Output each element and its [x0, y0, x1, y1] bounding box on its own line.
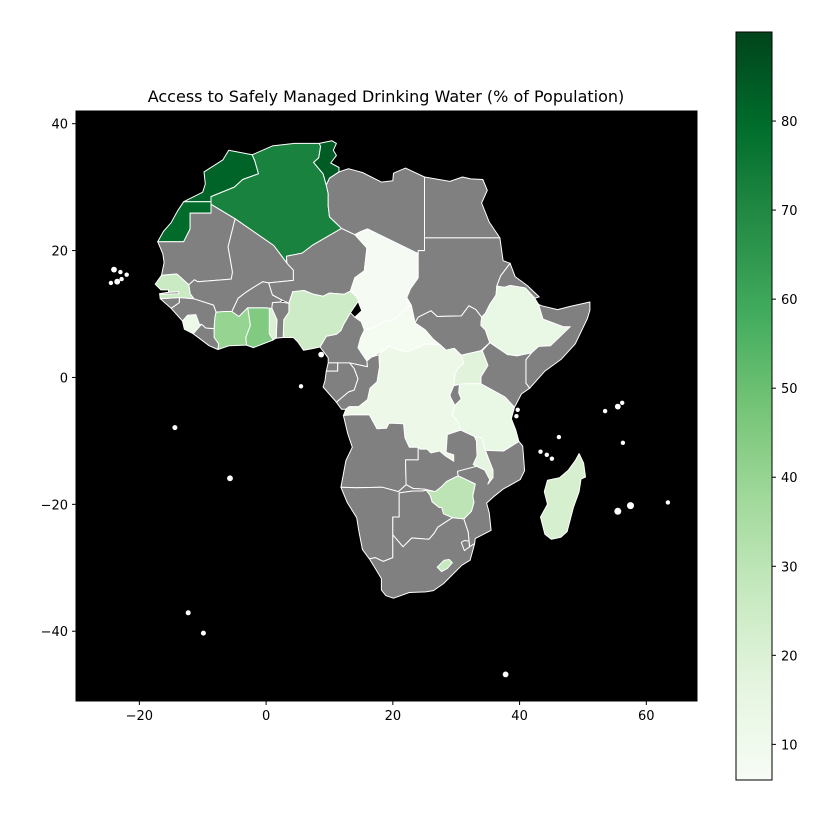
colorbar-axis: 10 20 30 40 50 60 70 80 — [772, 115, 798, 753]
map-title: Access to Safely Managed Drinking Water … — [148, 87, 625, 106]
island-25 — [515, 407, 520, 412]
island-24 — [514, 414, 519, 419]
island-10 — [185, 610, 191, 616]
island-4 — [114, 278, 121, 285]
y-tick-label: 20 — [51, 245, 68, 260]
region-madagascar — [540, 453, 586, 540]
colorbar-tick-label: 20 — [781, 649, 798, 664]
region-senegal — [154, 273, 195, 300]
islands-layer — [108, 266, 671, 678]
island-12 — [502, 671, 509, 678]
island-15 — [549, 456, 555, 461]
region-gambia — [159, 291, 180, 295]
x-tick-label: 60 — [638, 709, 655, 724]
island-9 — [227, 475, 233, 482]
island-23 — [614, 507, 622, 515]
island-2 — [118, 269, 123, 275]
island-20 — [620, 440, 626, 445]
colorbar-tick-label: 70 — [781, 204, 798, 219]
colorbar-tick-label: 10 — [781, 738, 798, 753]
x-tick-label: −20 — [126, 709, 153, 724]
island-11 — [200, 630, 206, 636]
region-cote-divoire — [213, 307, 251, 350]
island-6 — [119, 276, 124, 282]
x-tick-label: 0 — [262, 709, 270, 724]
island-5 — [108, 280, 114, 286]
colorbar-tick-label: 60 — [781, 293, 798, 308]
y-tick-label: 40 — [51, 118, 68, 133]
island-17 — [602, 408, 608, 414]
island-13 — [538, 449, 543, 454]
y-axis: −40 −20 0 20 40 — [41, 118, 76, 640]
region-somalia — [525, 301, 591, 389]
island-1 — [111, 266, 117, 273]
region-eswatini — [460, 540, 470, 552]
colorbar-tick-label: 30 — [781, 560, 798, 575]
region-rwanda-burundi — [449, 383, 462, 406]
colorbar-tick-label: 50 — [781, 382, 798, 397]
island-3 — [124, 272, 129, 277]
island-7 — [298, 384, 304, 389]
island-22 — [665, 500, 671, 505]
colorbar — [735, 31, 773, 781]
y-tick-label: −40 — [41, 625, 68, 640]
island-19 — [620, 400, 625, 405]
region-south-africa — [368, 517, 476, 599]
colorbar-tick-label: 80 — [781, 115, 798, 130]
region-nigeria — [282, 290, 360, 351]
island-8 — [172, 425, 178, 431]
region-congo — [335, 354, 380, 410]
island-16 — [556, 434, 562, 440]
island-18 — [614, 403, 621, 410]
x-tick-label: 40 — [511, 709, 528, 724]
map-axes-frame — [75, 110, 698, 702]
region-equatorial-guinea — [325, 362, 339, 372]
y-tick-label: 0 — [60, 371, 68, 386]
region-lesotho — [436, 559, 453, 573]
colorbar-tick-label: 40 — [781, 471, 798, 486]
island-21 — [627, 502, 634, 510]
regions-layer — [154, 140, 591, 599]
region-burkina-faso — [231, 281, 283, 317]
island-26 — [318, 351, 325, 358]
y-tick-label: −20 — [41, 498, 68, 513]
x-axis: −20 0 20 40 60 — [126, 701, 655, 724]
x-tick-label: 20 — [385, 709, 402, 724]
island-14 — [544, 452, 549, 457]
region-car — [357, 304, 441, 362]
